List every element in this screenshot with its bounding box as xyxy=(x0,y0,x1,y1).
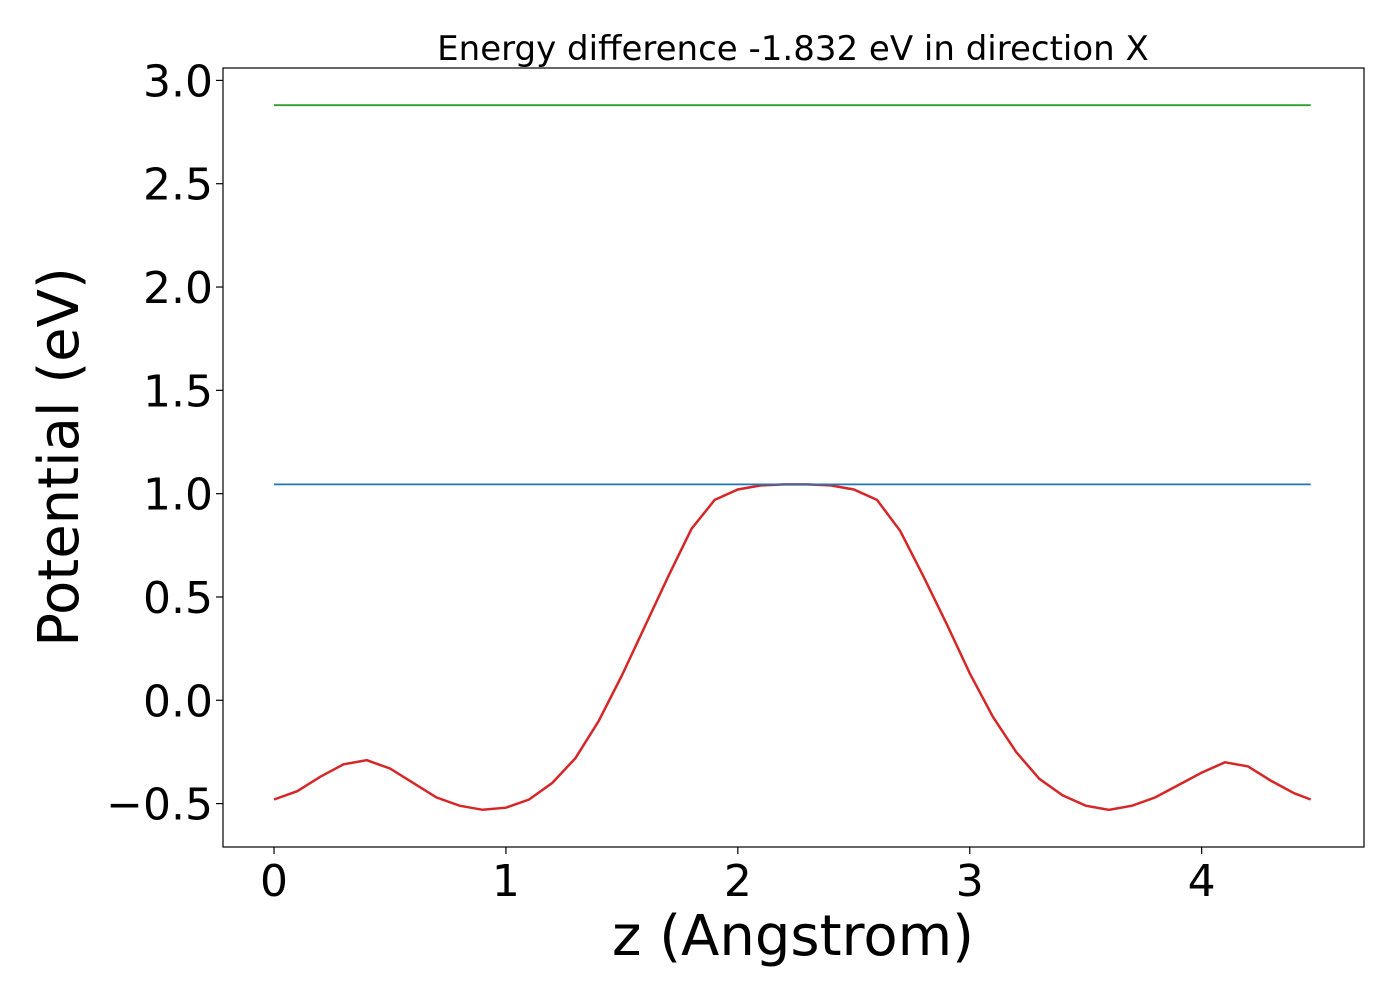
plot-frame xyxy=(222,67,1365,848)
x-tick-label: 2 xyxy=(724,856,752,907)
y-tick-label: 2.5 xyxy=(143,160,213,211)
x-tick-label: 4 xyxy=(1188,856,1216,907)
x-axis-label: z (Angstrom) xyxy=(612,904,974,969)
y-axis-label: Potential (eV) xyxy=(27,267,92,647)
y-tick-label: 0.0 xyxy=(143,676,213,727)
x-tick-label: 3 xyxy=(956,856,984,907)
plot-area xyxy=(273,104,1312,812)
x-axis-ticks: 0 1 2 3 4 xyxy=(260,847,1216,907)
y-tick-label: 1.5 xyxy=(143,366,213,417)
y-axis-ticks: −0.5 0.0 0.5 1.0 1.5 2.0 2.5 3.0 xyxy=(106,56,223,831)
y-tick-label: 1.0 xyxy=(143,470,213,521)
y-tick-label: 3.0 xyxy=(143,56,213,107)
y-tick-label: 0.5 xyxy=(143,573,213,624)
x-tick-label: 1 xyxy=(492,856,520,907)
chart-title: Energy difference -1.832 eV in direction… xyxy=(437,29,1149,69)
x-tick-label: 0 xyxy=(260,856,288,907)
series-line-0 xyxy=(273,483,1312,812)
y-tick-label: −0.5 xyxy=(106,780,213,831)
y-tick-label: 2.0 xyxy=(143,263,213,314)
